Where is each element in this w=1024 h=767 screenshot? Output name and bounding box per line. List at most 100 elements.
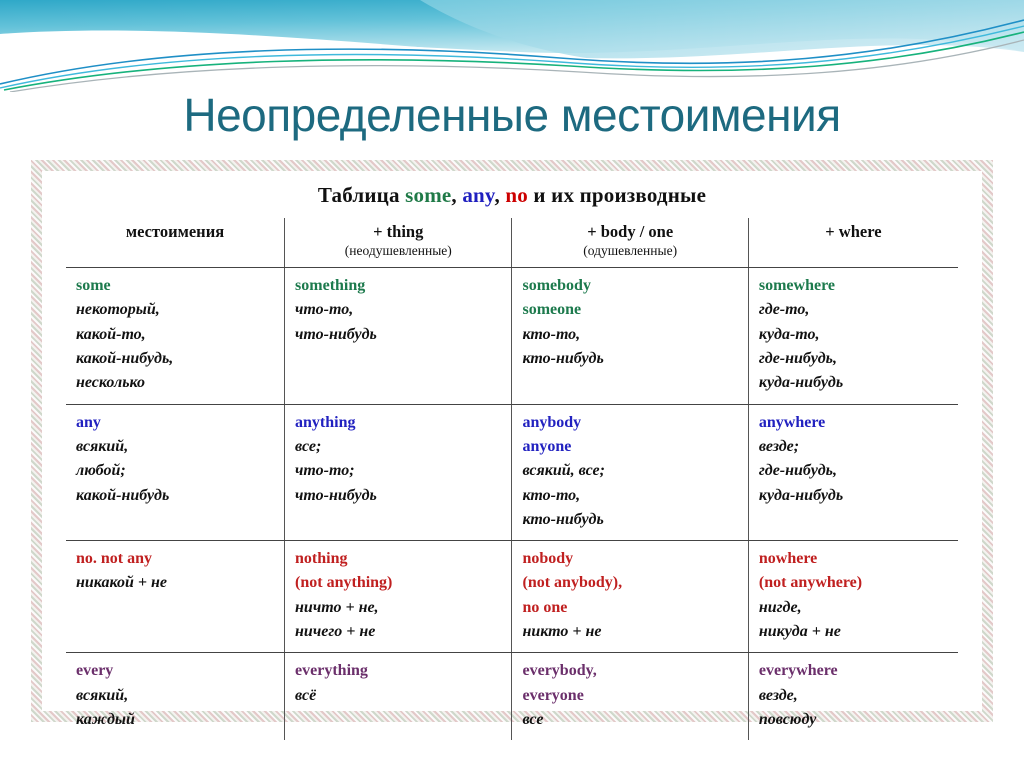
russian-translation: что-нибудь [295, 486, 377, 504]
pronoun-derivatives-table: местоимения + thing (неодушевленные) + b… [66, 218, 958, 741]
russian-translation: никто + не [522, 623, 602, 641]
caption-sep-2: , [494, 183, 506, 207]
russian-translation: где-нибудь, [758, 349, 837, 367]
caption-word-any: any [462, 183, 495, 207]
table-row: every всякий, каждый everything всё everybody… [66, 652, 958, 741]
table-cell: somewhere где-то, куда-то, где-нибудь, куда-… [748, 267, 958, 405]
russian-translation: ничто + не, [295, 598, 379, 616]
table-row: any всякий, любой; какой-нибудь anything все;… [66, 404, 958, 542]
russian-translation: везде; [758, 437, 800, 455]
caption-word-no: no [505, 183, 528, 207]
column-header-where-main: + where [825, 222, 882, 241]
russian-translation: никуда + не [758, 623, 841, 641]
russian-translation: везде, [758, 686, 798, 704]
russian-translation: каждый [76, 711, 135, 728]
table-row: some некоторый, какой-то, какой-нибудь, неск… [66, 267, 958, 405]
table-cell: every всякий, каждый [66, 652, 286, 741]
column-header-body-one-main: + body / one [587, 222, 674, 241]
table-caption: Таблица some, any, no и их производные [66, 177, 958, 218]
russian-translation: какой-нибудь [76, 486, 170, 504]
english-term: any [76, 413, 101, 431]
english-term: every [76, 662, 114, 680]
table-cell: any всякий, любой; какой-нибудь [66, 404, 286, 542]
english-term: nowhere [758, 550, 818, 568]
english-term: anywhere [758, 413, 826, 431]
english-term: something [295, 277, 366, 294]
english-term: everyone [522, 686, 584, 704]
table-cell: some некоторый, какой-то, какой-нибудь, неск… [66, 267, 286, 405]
table-cell: nobody (not anybody), no one никто + не [511, 540, 749, 654]
russian-translation: кто-то, [522, 486, 581, 504]
decorative-wave-banner [0, 0, 1024, 92]
english-term: no one [522, 598, 568, 616]
russian-translation: любой; [76, 462, 126, 480]
russian-translation: всякий, [76, 686, 129, 704]
english-term: (not anywhere) [758, 574, 863, 592]
russian-translation: несколько [76, 374, 145, 392]
column-header-pronouns-main: местоимения [125, 222, 225, 241]
english-term: no. not any [76, 550, 153, 568]
table-cell: nowhere (not anywhere) нигде, никуда + не [748, 540, 958, 654]
column-header-body-one-sub: (одушевленные) [583, 243, 678, 258]
russian-translation: куда-то, [758, 325, 820, 343]
table-cell: everything всё [284, 652, 513, 741]
russian-translation: какой-нибудь, [76, 349, 174, 367]
russian-translation: кто-нибудь [522, 349, 604, 367]
table-body: some некоторый, какой-то, какой-нибудь, неск… [66, 267, 958, 741]
english-term: everybody, [522, 662, 597, 680]
english-term: everything [295, 662, 368, 680]
english-term: someone [522, 301, 582, 319]
caption-word-some: some [405, 183, 452, 207]
column-header-thing: + thing (неодушевленные) [284, 218, 513, 268]
russian-translation: где-то, [758, 301, 810, 319]
russian-translation: всё [295, 686, 317, 704]
russian-translation: всякий, все; [522, 462, 605, 480]
english-term: nobody [522, 550, 574, 568]
russian-translation: что-нибудь [295, 325, 377, 343]
english-term: anyone [522, 437, 572, 455]
english-term: anything [295, 413, 356, 431]
english-term: anybody [522, 413, 582, 431]
russian-translation: что-то; [295, 462, 355, 480]
english-term: (not anything) [295, 574, 393, 592]
russian-translation: нигде, [758, 598, 802, 616]
table-cell: anything все; что-то; что-нибудь [284, 404, 513, 542]
russian-translation: все; [295, 437, 322, 455]
russian-translation: куда-нибудь [758, 374, 844, 392]
table-row: no. not any никакой + не nothing (not anyth… [66, 540, 958, 654]
column-header-thing-main: + thing [373, 222, 424, 241]
russian-translation: повсюду [758, 711, 817, 728]
english-term: (not anybody), [522, 574, 623, 592]
english-term: nothing [295, 550, 348, 568]
russian-translation: всякий, [76, 437, 129, 455]
table-container: Таблица some, any, no и их производные м… [42, 171, 982, 741]
table-cell: something что-то, что-нибудь [284, 267, 513, 405]
russian-translation: никакой + не [76, 574, 167, 592]
table-cell: somebody someone кто-то, кто-нибудь [511, 267, 749, 405]
russian-translation: где-нибудь, [758, 462, 837, 480]
table-cell: anybody anyone всякий, все; кто-то, кто-нибу… [511, 404, 749, 542]
column-header-thing-sub: (неодушевленные) [344, 243, 452, 258]
english-term: somebody [522, 277, 591, 294]
russian-translation: кто-то, [522, 325, 581, 343]
table-decorative-frame: Таблица some, any, no и их производные м… [31, 160, 993, 741]
column-header-body-one: + body / one (одушевленные) [511, 218, 749, 268]
english-term: some [76, 277, 111, 294]
column-header-where: + where [748, 218, 958, 268]
table-cell: no. not any никакой + не [66, 540, 286, 654]
english-term: everywhere [758, 662, 838, 680]
russian-translation: куда-нибудь [758, 486, 844, 504]
caption-sep-1: , [451, 183, 463, 207]
russian-translation: все [522, 711, 544, 728]
table-cell: nothing (not anything) ничто + не, ничего +… [284, 540, 513, 654]
table-cell: everybody, everyone все [511, 652, 749, 741]
russian-translation: ничего + не [295, 623, 376, 641]
russian-translation: некоторый, [76, 301, 160, 319]
column-header-pronouns: местоимения [66, 218, 286, 268]
caption-part-1: Таблица [317, 183, 406, 207]
caption-part-2: и их производные [527, 183, 707, 207]
russian-translation: кто-нибудь [522, 510, 604, 528]
page-title: Неопределенные местоимения [183, 89, 841, 141]
english-term: somewhere [758, 277, 835, 294]
table-header-row: местоимения + thing (неодушевленные) + b… [66, 218, 958, 268]
